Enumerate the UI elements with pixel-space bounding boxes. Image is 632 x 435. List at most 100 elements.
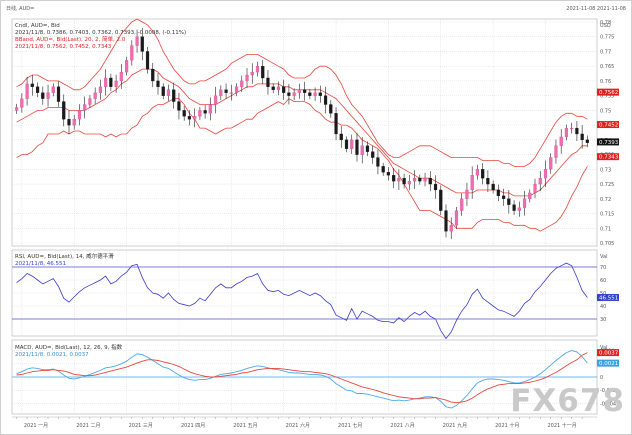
candle-body [528, 192, 532, 199]
candle-body [93, 92, 97, 99]
candle [308, 89, 312, 100]
candle [585, 135, 589, 148]
candle [135, 29, 139, 53]
price-legend: Cndl, AUD=, Bid 2021/11/8, 0.7386, 0.740… [15, 23, 186, 50]
candle [203, 105, 207, 119]
candle [93, 87, 97, 104]
candle [67, 110, 71, 134]
candle [88, 95, 92, 109]
candle-body [329, 104, 333, 114]
candle-body [109, 77, 113, 87]
candle [224, 83, 228, 99]
x-axis: 2021 一月 2021 二月 2021 三月 2021 四月 2021 五月 2021 … [12, 416, 597, 429]
price-panel-frame [11, 18, 598, 247]
candle [77, 104, 82, 126]
x-tick-label: 2021 三月 [129, 423, 153, 429]
candle [20, 93, 24, 113]
candle [177, 92, 181, 120]
candle [491, 180, 495, 194]
candle [261, 60, 265, 85]
candle [46, 84, 50, 107]
price-axis: 0.780.7750.770.7650.760.7550.750.7450.74… [597, 20, 619, 247]
candle-body [245, 74, 249, 82]
candle-body [287, 92, 291, 96]
candle-body [182, 110, 186, 117]
candle [318, 85, 322, 103]
candle-body [439, 189, 443, 211]
macd-badge-bg [597, 349, 619, 357]
candle [276, 81, 281, 96]
candle-body [271, 86, 275, 90]
candle [428, 171, 432, 192]
candle [245, 67, 249, 89]
candle [460, 193, 464, 216]
candle [444, 204, 448, 238]
macd-badge-text: 0.0021 [599, 361, 618, 367]
candle [166, 84, 171, 101]
candle [502, 188, 506, 206]
candle-body [323, 95, 328, 105]
candle-body [496, 189, 500, 197]
candle-body [166, 89, 171, 96]
candle [360, 136, 364, 164]
candle-body [575, 127, 579, 135]
macd-macd-line [16, 350, 588, 409]
candle-body [198, 110, 202, 117]
candle-body [119, 71, 123, 82]
candle [512, 200, 516, 216]
candle-body [423, 178, 427, 182]
candle [549, 153, 553, 174]
candle-body [465, 189, 469, 199]
candle-body [460, 198, 464, 211]
candle-body [193, 116, 197, 120]
candle-body [214, 95, 218, 105]
candle [339, 126, 343, 148]
candle-body [475, 169, 480, 176]
candle [564, 124, 569, 141]
macd-tick-label: 0 [600, 375, 603, 381]
candle-body [444, 210, 448, 232]
candle-body [402, 178, 406, 185]
candle [83, 96, 87, 119]
candle [234, 83, 239, 97]
candle [208, 97, 212, 121]
candle [449, 217, 453, 240]
window-title: 日线, AUD= [6, 5, 34, 12]
candle [439, 185, 443, 216]
title-bar: 日线, AUD= 2021-11-08 2021-11-08 [6, 5, 626, 12]
price-tick-label: 0.77 [600, 49, 611, 55]
candle-body [355, 139, 359, 155]
candle-body [77, 110, 82, 120]
candle [145, 47, 150, 74]
candle-body [308, 92, 312, 96]
macd-badge: 0.0037 [597, 349, 619, 357]
candle [412, 170, 417, 190]
price-badge-text: 0.7452 [599, 123, 618, 129]
candle [198, 106, 202, 120]
candle [543, 160, 548, 188]
candle-body [67, 119, 71, 126]
candle-body [177, 101, 181, 111]
candle-body [371, 151, 375, 158]
macd-title: MACD, AUD=, Bid(Last), 12, 26, 9, 指数 [15, 343, 123, 351]
candle-body [240, 80, 244, 87]
rsi-panel [12, 262, 597, 340]
candle [271, 83, 275, 94]
candle [554, 139, 558, 164]
candle-body [229, 92, 233, 94]
macd-badge-bg [597, 359, 619, 367]
macd-tick-label: -0.004 [600, 401, 616, 407]
price-info: 2021/11/8, 0.7386, 0.7403, 0.7362, 0.739… [15, 30, 186, 36]
candle [140, 27, 144, 61]
candle [580, 125, 584, 149]
candle [287, 83, 291, 105]
price-tick-label: 0.71 [600, 226, 611, 232]
candle-body [381, 166, 385, 173]
price-tick-label: 0.775 [600, 35, 614, 41]
rsi-tick-label: 70 [600, 265, 606, 271]
watermark-logo: FX678 [510, 383, 625, 419]
candle-body [386, 172, 390, 176]
rsi-tick-label: 60 [600, 278, 606, 284]
x-tick-label: 2021 八月 [390, 423, 414, 429]
candle [193, 108, 197, 128]
